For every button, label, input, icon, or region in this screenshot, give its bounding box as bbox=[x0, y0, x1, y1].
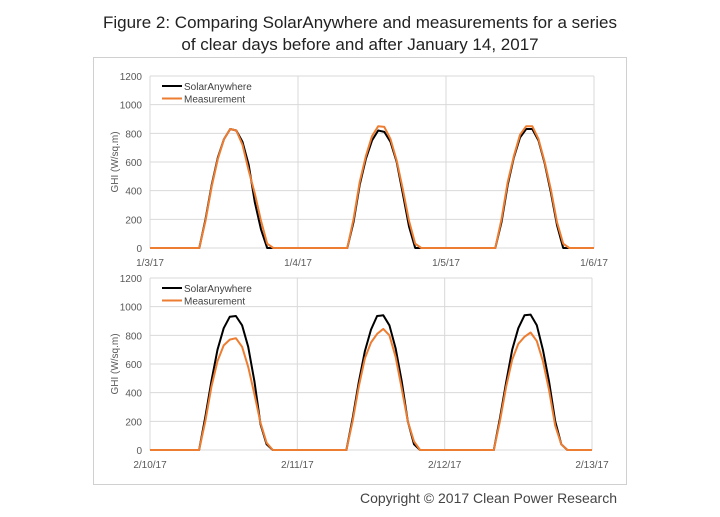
y-tick-label: 0 bbox=[136, 244, 142, 255]
y-tick-label: 1000 bbox=[120, 101, 143, 112]
title-line-2: of clear days before and after January 1… bbox=[181, 35, 539, 54]
y-tick-label: 400 bbox=[125, 187, 142, 198]
x-tick-label: 2/13/17 bbox=[575, 460, 609, 471]
series-line-measurement bbox=[150, 327, 592, 451]
figure-title: Figure 2: Comparing SolarAnywhere and me… bbox=[0, 12, 720, 56]
y-axis-label: GHI (W/sq.m) bbox=[110, 333, 121, 394]
legend-label: SolarAnywhere bbox=[184, 82, 252, 93]
chart-1: 0 200 400 600 800 1000 1200 1/3/17 1/4/17 1/5/17 1… bbox=[110, 72, 608, 269]
series-line-solaranywhere bbox=[150, 313, 592, 451]
y-tick-label: 200 bbox=[125, 417, 142, 428]
title-line-1: Figure 2: Comparing SolarAnywhere and me… bbox=[102, 13, 618, 32]
y-tick-label: 200 bbox=[125, 215, 142, 226]
y-tick-label: 800 bbox=[125, 331, 142, 342]
y-tick-label: 0 bbox=[136, 446, 142, 457]
copyright: Copyright © 2017 Clean Power Research bbox=[359, 490, 617, 506]
y-tick-label: 800 bbox=[125, 129, 142, 140]
x-tick-label: 2/11/17 bbox=[281, 460, 314, 471]
x-tick-label: 1/4/17 bbox=[284, 258, 312, 269]
y-tick-label: 1000 bbox=[120, 303, 143, 314]
x-tick-label: 1/6/17 bbox=[580, 258, 608, 269]
chart-2: 0 200 400 600 800 1000 1200 2/10/17 2/11/17 2/12/… bbox=[110, 274, 609, 471]
legend-label: SolarAnywhere bbox=[184, 284, 252, 295]
series-line-solaranywhere bbox=[150, 128, 594, 249]
x-tick-label: 1/5/17 bbox=[432, 258, 460, 269]
series-line-measurement bbox=[150, 125, 594, 249]
x-tick-label: 2/12/17 bbox=[428, 460, 462, 471]
legend-label: Measurement bbox=[184, 297, 245, 308]
y-tick-label: 400 bbox=[125, 389, 142, 400]
y-tick-label: 600 bbox=[125, 360, 142, 371]
figure-frame bbox=[93, 57, 627, 485]
y-axis-label: GHI (W/sq.m) bbox=[110, 131, 121, 192]
x-tick-label: 1/3/17 bbox=[136, 258, 164, 269]
x-tick-label: 2/10/17 bbox=[133, 460, 167, 471]
y-tick-label: 1200 bbox=[120, 72, 143, 83]
y-tick-label: 600 bbox=[125, 158, 142, 169]
y-tick-label: 1200 bbox=[120, 274, 143, 285]
legend-label: Measurement bbox=[184, 95, 245, 106]
